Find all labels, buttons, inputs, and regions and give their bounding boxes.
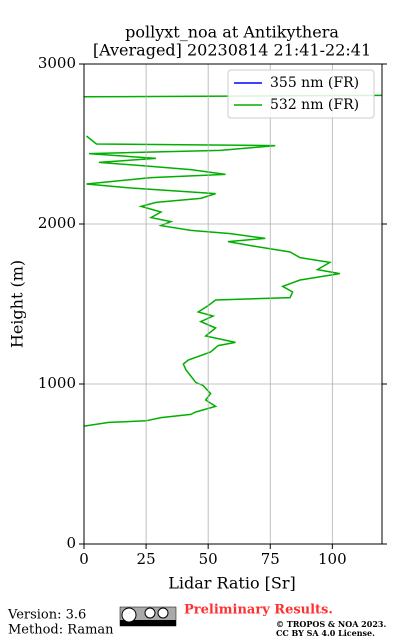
y-tick-label: 3000 (38, 54, 76, 72)
cc-badge (119, 606, 177, 627)
x-tick-label: 0 (79, 550, 89, 568)
chart-title: pollyxt_noa at Antikythera (125, 23, 339, 42)
legend-box (227, 69, 375, 119)
plot-area (84, 94, 382, 427)
copyright: © TROPOS & NOA 2023. (276, 619, 386, 629)
notice: Preliminary Results. (184, 603, 333, 618)
x-tick-label: 75 (261, 550, 280, 568)
y-axis-label: Height (m) (8, 260, 27, 348)
license: CC BY SA 4.0 License. (276, 628, 375, 638)
method: Method: Raman (8, 623, 114, 638)
version: Version: 3.6 (7, 608, 86, 623)
y-tick-label: 2000 (38, 214, 76, 232)
x-axis-label: Lidar Ratio [Sr] (168, 574, 296, 593)
x-tick-label: 25 (137, 550, 156, 568)
data-line (84, 135, 340, 427)
legend-label: 532 nm (FR) (270, 97, 359, 113)
axes-frame (83, 63, 383, 545)
chart-subtitle: [Averaged] 20230814 21:41-22:41 (93, 41, 371, 60)
x-tick-label: 50 (199, 550, 218, 568)
x-tick-label: 100 (318, 550, 347, 568)
legend-label: 355 nm (FR) (270, 75, 359, 91)
y-tick-label: 1000 (38, 374, 76, 392)
y-tick-label: 0 (66, 534, 76, 552)
